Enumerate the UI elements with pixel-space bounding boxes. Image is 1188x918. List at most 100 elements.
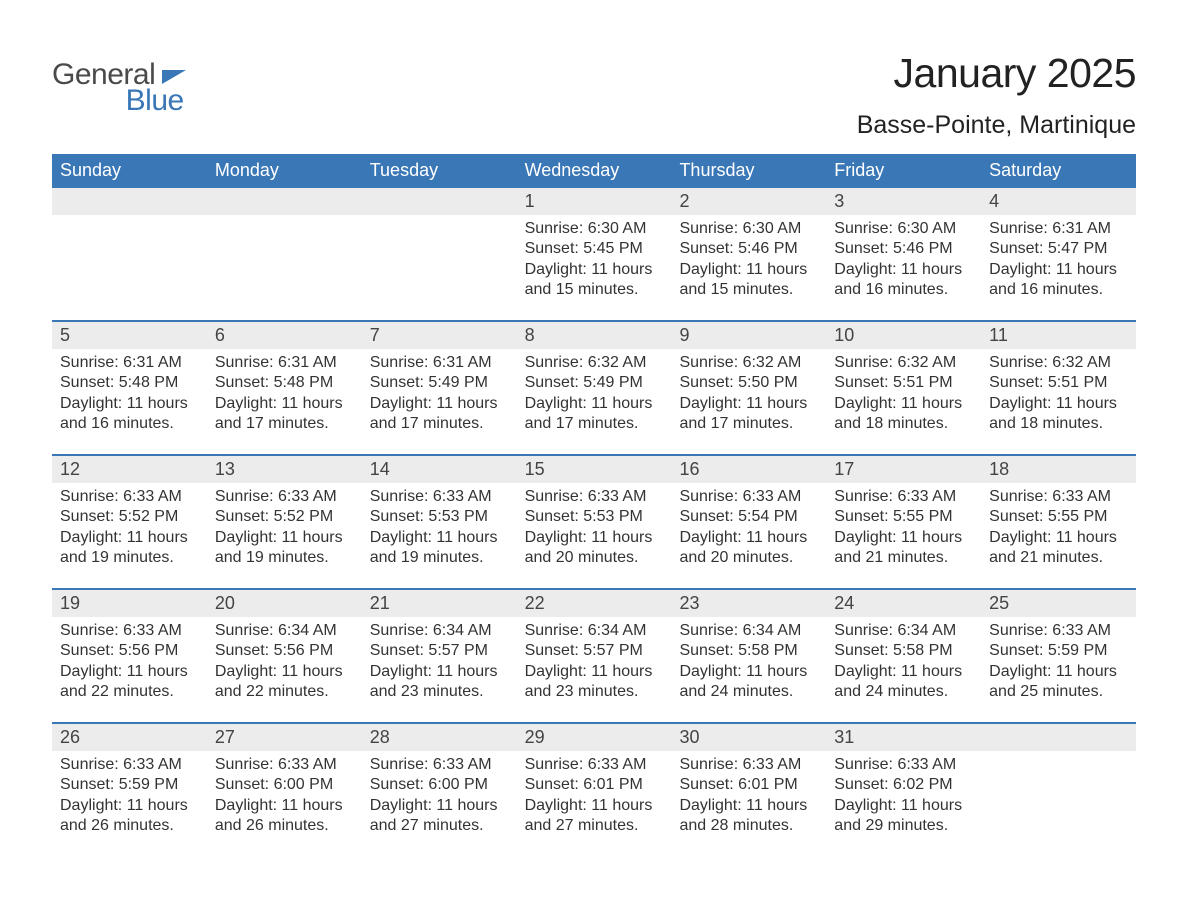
weeks-container: 1Sunrise: 6:30 AMSunset: 5:45 PMDaylight… — [52, 188, 1136, 856]
calendar-cell: 2Sunrise: 6:30 AMSunset: 5:46 PMDaylight… — [671, 188, 826, 320]
sunrise-text: Sunrise: 6:33 AM — [679, 487, 818, 507]
calendar-cell: 25Sunrise: 6:33 AMSunset: 5:59 PMDayligh… — [981, 590, 1136, 722]
cell-body: Sunrise: 6:34 AMSunset: 5:57 PMDaylight:… — [362, 617, 517, 705]
daylight-line2: and 16 minutes. — [60, 414, 199, 434]
daynum-row: 20 — [207, 590, 362, 617]
sunset-text: Sunset: 5:56 PM — [215, 641, 354, 661]
cell-body: Sunrise: 6:32 AMSunset: 5:51 PMDaylight:… — [981, 349, 1136, 437]
day-number: 17 — [834, 459, 854, 479]
cell-body: Sunrise: 6:33 AMSunset: 6:01 PMDaylight:… — [517, 751, 672, 839]
daynum-row: 24 — [826, 590, 981, 617]
cell-body: Sunrise: 6:33 AMSunset: 6:02 PMDaylight:… — [826, 751, 981, 839]
cell-body: Sunrise: 6:34 AMSunset: 5:56 PMDaylight:… — [207, 617, 362, 705]
daynum-row: 1 — [517, 188, 672, 215]
daylight-line1: Daylight: 11 hours — [525, 796, 664, 816]
calendar-cell-empty — [52, 188, 207, 320]
calendar-cell: 3Sunrise: 6:30 AMSunset: 5:46 PMDaylight… — [826, 188, 981, 320]
day-number: 2 — [679, 191, 689, 211]
calendar-cell: 8Sunrise: 6:32 AMSunset: 5:49 PMDaylight… — [517, 322, 672, 454]
cell-body: Sunrise: 6:34 AMSunset: 5:58 PMDaylight:… — [671, 617, 826, 705]
sunset-text: Sunset: 5:58 PM — [679, 641, 818, 661]
day-number: 28 — [370, 727, 390, 747]
daynum-row: 16 — [671, 456, 826, 483]
calendar-cell: 9Sunrise: 6:32 AMSunset: 5:50 PMDaylight… — [671, 322, 826, 454]
sunset-text: Sunset: 5:55 PM — [989, 507, 1128, 527]
daylight-line1: Daylight: 11 hours — [834, 260, 973, 280]
sunset-text: Sunset: 5:53 PM — [525, 507, 664, 527]
calendar-cell: 20Sunrise: 6:34 AMSunset: 5:56 PMDayligh… — [207, 590, 362, 722]
daylight-line2: and 23 minutes. — [370, 682, 509, 702]
daylight-line1: Daylight: 11 hours — [215, 796, 354, 816]
sunset-text: Sunset: 6:00 PM — [370, 775, 509, 795]
daynum-row: 30 — [671, 724, 826, 751]
day-number: 4 — [989, 191, 999, 211]
day-number: 14 — [370, 459, 390, 479]
sunset-text: Sunset: 5:46 PM — [679, 239, 818, 259]
sunset-text: Sunset: 5:54 PM — [679, 507, 818, 527]
calendar-cell: 6Sunrise: 6:31 AMSunset: 5:48 PMDaylight… — [207, 322, 362, 454]
daynum-row: 5 — [52, 322, 207, 349]
calendar-cell-empty — [362, 188, 517, 320]
day-number: 26 — [60, 727, 80, 747]
calendar-cell: 26Sunrise: 6:33 AMSunset: 5:59 PMDayligh… — [52, 724, 207, 856]
location: Basse-Pointe, Martinique — [857, 111, 1136, 140]
sunrise-text: Sunrise: 6:31 AM — [60, 353, 199, 373]
day-number: 5 — [60, 325, 70, 345]
daynum-row: 17 — [826, 456, 981, 483]
daylight-line1: Daylight: 11 hours — [370, 394, 509, 414]
daylight-line2: and 17 minutes. — [215, 414, 354, 434]
daylight-line2: and 22 minutes. — [60, 682, 199, 702]
daylight-line1: Daylight: 11 hours — [989, 528, 1128, 548]
daylight-line2: and 20 minutes. — [525, 548, 664, 568]
sunrise-text: Sunrise: 6:32 AM — [525, 353, 664, 373]
day-header-sunday: Sunday — [52, 154, 207, 188]
day-number: 30 — [679, 727, 699, 747]
day-number: 9 — [679, 325, 689, 345]
week-row: 1Sunrise: 6:30 AMSunset: 5:45 PMDaylight… — [52, 188, 1136, 320]
day-number: 16 — [679, 459, 699, 479]
cell-body: Sunrise: 6:31 AMSunset: 5:49 PMDaylight:… — [362, 349, 517, 437]
calendar-cell: 22Sunrise: 6:34 AMSunset: 5:57 PMDayligh… — [517, 590, 672, 722]
cell-body: Sunrise: 6:33 AMSunset: 5:56 PMDaylight:… — [52, 617, 207, 705]
daynum-row: 3 — [826, 188, 981, 215]
cell-body: Sunrise: 6:31 AMSunset: 5:48 PMDaylight:… — [207, 349, 362, 437]
calendar-cell: 31 Sunrise: 6:33 AMSunset: 6:02 PMDayligh… — [826, 724, 981, 856]
sunrise-text: Sunrise: 6:33 AM — [370, 755, 509, 775]
daylight-line2: and 27 minutes. — [370, 816, 509, 836]
sunset-text: Sunset: 5:59 PM — [60, 775, 199, 795]
daylight-line1: Daylight: 11 hours — [525, 528, 664, 548]
day-number: 24 — [834, 593, 854, 613]
daynum-row: 18 — [981, 456, 1136, 483]
sunrise-text: Sunrise: 6:31 AM — [215, 353, 354, 373]
daylight-line2: and 23 minutes. — [525, 682, 664, 702]
day-number: 1 — [525, 191, 535, 211]
sunrise-text: Sunrise: 6:30 AM — [834, 219, 973, 239]
daynum-row: 6 — [207, 322, 362, 349]
daynum-row: 7 — [362, 322, 517, 349]
sunrise-text: Sunrise: 6:34 AM — [834, 621, 973, 641]
day-header-tuesday: Tuesday — [362, 154, 517, 188]
cell-body: Sunrise: 6:34 AMSunset: 5:57 PMDaylight:… — [517, 617, 672, 705]
calendar-cell: 16Sunrise: 6:33 AMSunset: 5:54 PMDayligh… — [671, 456, 826, 588]
daylight-line1: Daylight: 11 hours — [679, 394, 818, 414]
sunset-text: Sunset: 5:56 PM — [60, 641, 199, 661]
daynum-row — [207, 188, 362, 215]
daynum-row: 19 — [52, 590, 207, 617]
cell-body: Sunrise: 6:33 AMSunset: 5:59 PMDaylight:… — [981, 617, 1136, 705]
daylight-line2: and 24 minutes. — [679, 682, 818, 702]
calendar-cell: 13Sunrise: 6:33 AMSunset: 5:52 PMDayligh… — [207, 456, 362, 588]
day-header-thursday: Thursday — [671, 154, 826, 188]
sunrise-text: Sunrise: 6:33 AM — [989, 487, 1128, 507]
cell-body: Sunrise: 6:32 AMSunset: 5:51 PMDaylight:… — [826, 349, 981, 437]
sunrise-text: Sunrise: 6:34 AM — [679, 621, 818, 641]
daynum-row — [52, 188, 207, 215]
daylight-line2: and 17 minutes. — [525, 414, 664, 434]
day-number: 31 — [834, 727, 854, 747]
sunset-text: Sunset: 5:52 PM — [215, 507, 354, 527]
sunrise-text: Sunrise: 6:31 AM — [370, 353, 509, 373]
week-row: 12Sunrise: 6:33 AMSunset: 5:52 PMDayligh… — [52, 454, 1136, 588]
cell-body: Sunrise: 6:33 AMSunset: 5:53 PMDaylight:… — [362, 483, 517, 571]
sunrise-text: Sunrise: 6:32 AM — [989, 353, 1128, 373]
daylight-line1: Daylight: 11 hours — [834, 528, 973, 548]
calendar-cell: 15Sunrise: 6:33 AMSunset: 5:53 PMDayligh… — [517, 456, 672, 588]
